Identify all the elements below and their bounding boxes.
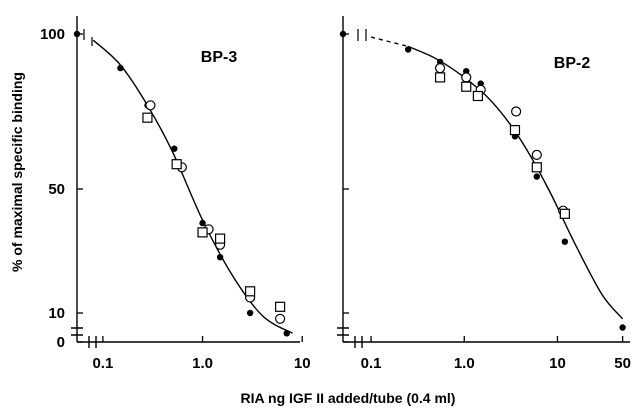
open-square-point bbox=[559, 208, 570, 219]
x-tick-label: 10 bbox=[294, 355, 311, 372]
open-square-point bbox=[434, 72, 446, 83]
open-square-point bbox=[461, 81, 472, 92]
y-axis-break bbox=[71, 327, 83, 336]
panel-title: BP-3 bbox=[201, 49, 238, 66]
open-circle-point bbox=[434, 62, 446, 74]
y-tick-label: 10 bbox=[48, 305, 65, 322]
filled-circle-point bbox=[199, 219, 206, 227]
filled-circle-point bbox=[283, 330, 290, 337]
y-tick-label: 100 bbox=[40, 26, 65, 43]
open-circle-point bbox=[531, 149, 542, 160]
y-tick-label: 0 bbox=[57, 334, 65, 351]
open-square-point bbox=[171, 159, 182, 170]
x-tick-label: 10 bbox=[549, 355, 566, 372]
y-axis-break bbox=[337, 327, 349, 336]
open-square-point bbox=[215, 233, 226, 244]
filled-circle-point bbox=[171, 145, 178, 152]
open-square-point bbox=[472, 90, 483, 102]
panel-bp2: BP-2 0.1 1.0 10 50 bbox=[337, 16, 631, 372]
x-tick-label: 0.1 bbox=[361, 355, 382, 372]
open-square-point bbox=[275, 301, 286, 312]
filled-circle-point bbox=[619, 324, 626, 331]
filled-circle-point bbox=[246, 309, 254, 317]
open-circle-point bbox=[511, 106, 522, 117]
x-tick-label: 50 bbox=[614, 355, 631, 372]
x-axis-break bbox=[354, 336, 363, 348]
x-axis-title: RIA ng IGF II added/tube (0.4 ml) bbox=[241, 390, 456, 406]
open-circle-point bbox=[461, 72, 472, 83]
filled-circle-point bbox=[533, 173, 540, 180]
x-axis-break-top bbox=[357, 29, 367, 41]
fitted-curve bbox=[407, 45, 624, 320]
open-square-point bbox=[509, 124, 521, 136]
open-square-point bbox=[245, 286, 256, 297]
fitted-curve-extrapolated bbox=[370, 36, 409, 48]
open-circle-point bbox=[275, 313, 286, 324]
filled-circle-point bbox=[73, 30, 81, 38]
filled-circle-point bbox=[561, 238, 569, 245]
open-square-point bbox=[197, 227, 208, 238]
y-axis-title: % of maximal specific binding bbox=[9, 72, 25, 272]
open-circle-point bbox=[145, 100, 156, 111]
x-axis-break bbox=[88, 336, 97, 348]
x-tick-label: 0.1 bbox=[92, 355, 113, 372]
filled-circle-point bbox=[339, 30, 347, 38]
filled-circle-point bbox=[216, 254, 224, 261]
filled-circle-point bbox=[117, 64, 124, 72]
open-square-point bbox=[142, 112, 153, 123]
fitted-curve bbox=[92, 39, 293, 334]
x-axis-break-top bbox=[83, 29, 93, 46]
open-square-point bbox=[531, 162, 542, 173]
filled-circle-point bbox=[404, 46, 412, 53]
panel-title: BP-2 bbox=[554, 55, 591, 72]
x-tick-label: 1.0 bbox=[454, 355, 475, 372]
x-tick-label: 1.0 bbox=[192, 355, 213, 372]
y-tick-label: 50 bbox=[48, 181, 65, 198]
